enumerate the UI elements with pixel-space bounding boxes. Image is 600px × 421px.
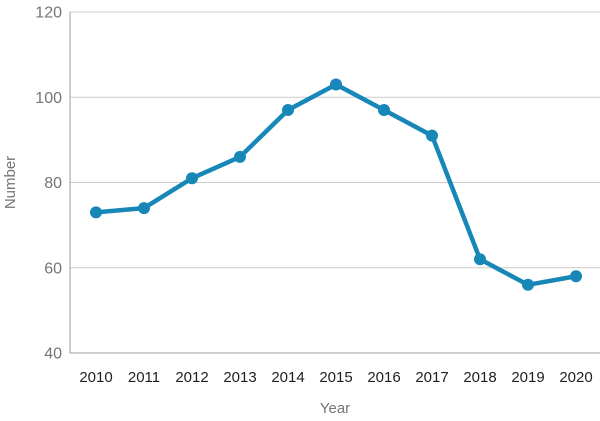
x-tick-label: 2018 (463, 369, 496, 386)
data-point (522, 278, 534, 291)
y-tick-label: 40 (44, 346, 62, 363)
y-tick-label: 80 (44, 175, 62, 192)
data-point (426, 129, 438, 142)
x-axis-title: Year (320, 400, 350, 417)
x-tick-label: 2016 (367, 369, 400, 386)
data-line (93, 82, 579, 288)
y-axis-tick-labels: 40 60 80 100 120 (35, 5, 62, 363)
y-tick-label: 60 (44, 260, 62, 277)
x-tick-label: 2010 (79, 369, 112, 386)
x-tick-label: 2012 (175, 369, 208, 386)
axis-lines (69, 12, 600, 354)
x-tick-label: 2013 (223, 369, 256, 386)
data-point-markers (90, 78, 582, 291)
y-tick-label: 100 (35, 90, 62, 107)
x-tick-label: 2017 (415, 369, 448, 386)
y-tick-label: 120 (35, 5, 62, 22)
data-point (378, 104, 390, 117)
data-point (186, 172, 198, 185)
data-point (570, 270, 582, 283)
x-tick-label: 2020 (559, 369, 592, 386)
data-point (138, 202, 150, 215)
data-point (234, 150, 246, 163)
data-point (90, 206, 102, 219)
data-point (474, 253, 486, 266)
x-axis-tick-labels: 2010 2011 2012 2013 2014 2015 2016 2017 2018 2019… (79, 369, 592, 386)
y-axis-title: Number (2, 156, 19, 209)
x-tick-label: 2019 (511, 369, 544, 386)
x-tick-label: 2015 (319, 369, 352, 386)
data-point (330, 78, 342, 91)
data-point (282, 104, 294, 117)
x-tick-label: 2011 (128, 369, 160, 386)
x-tick-label: 2014 (271, 369, 304, 386)
gridlines (70, 11, 600, 269)
